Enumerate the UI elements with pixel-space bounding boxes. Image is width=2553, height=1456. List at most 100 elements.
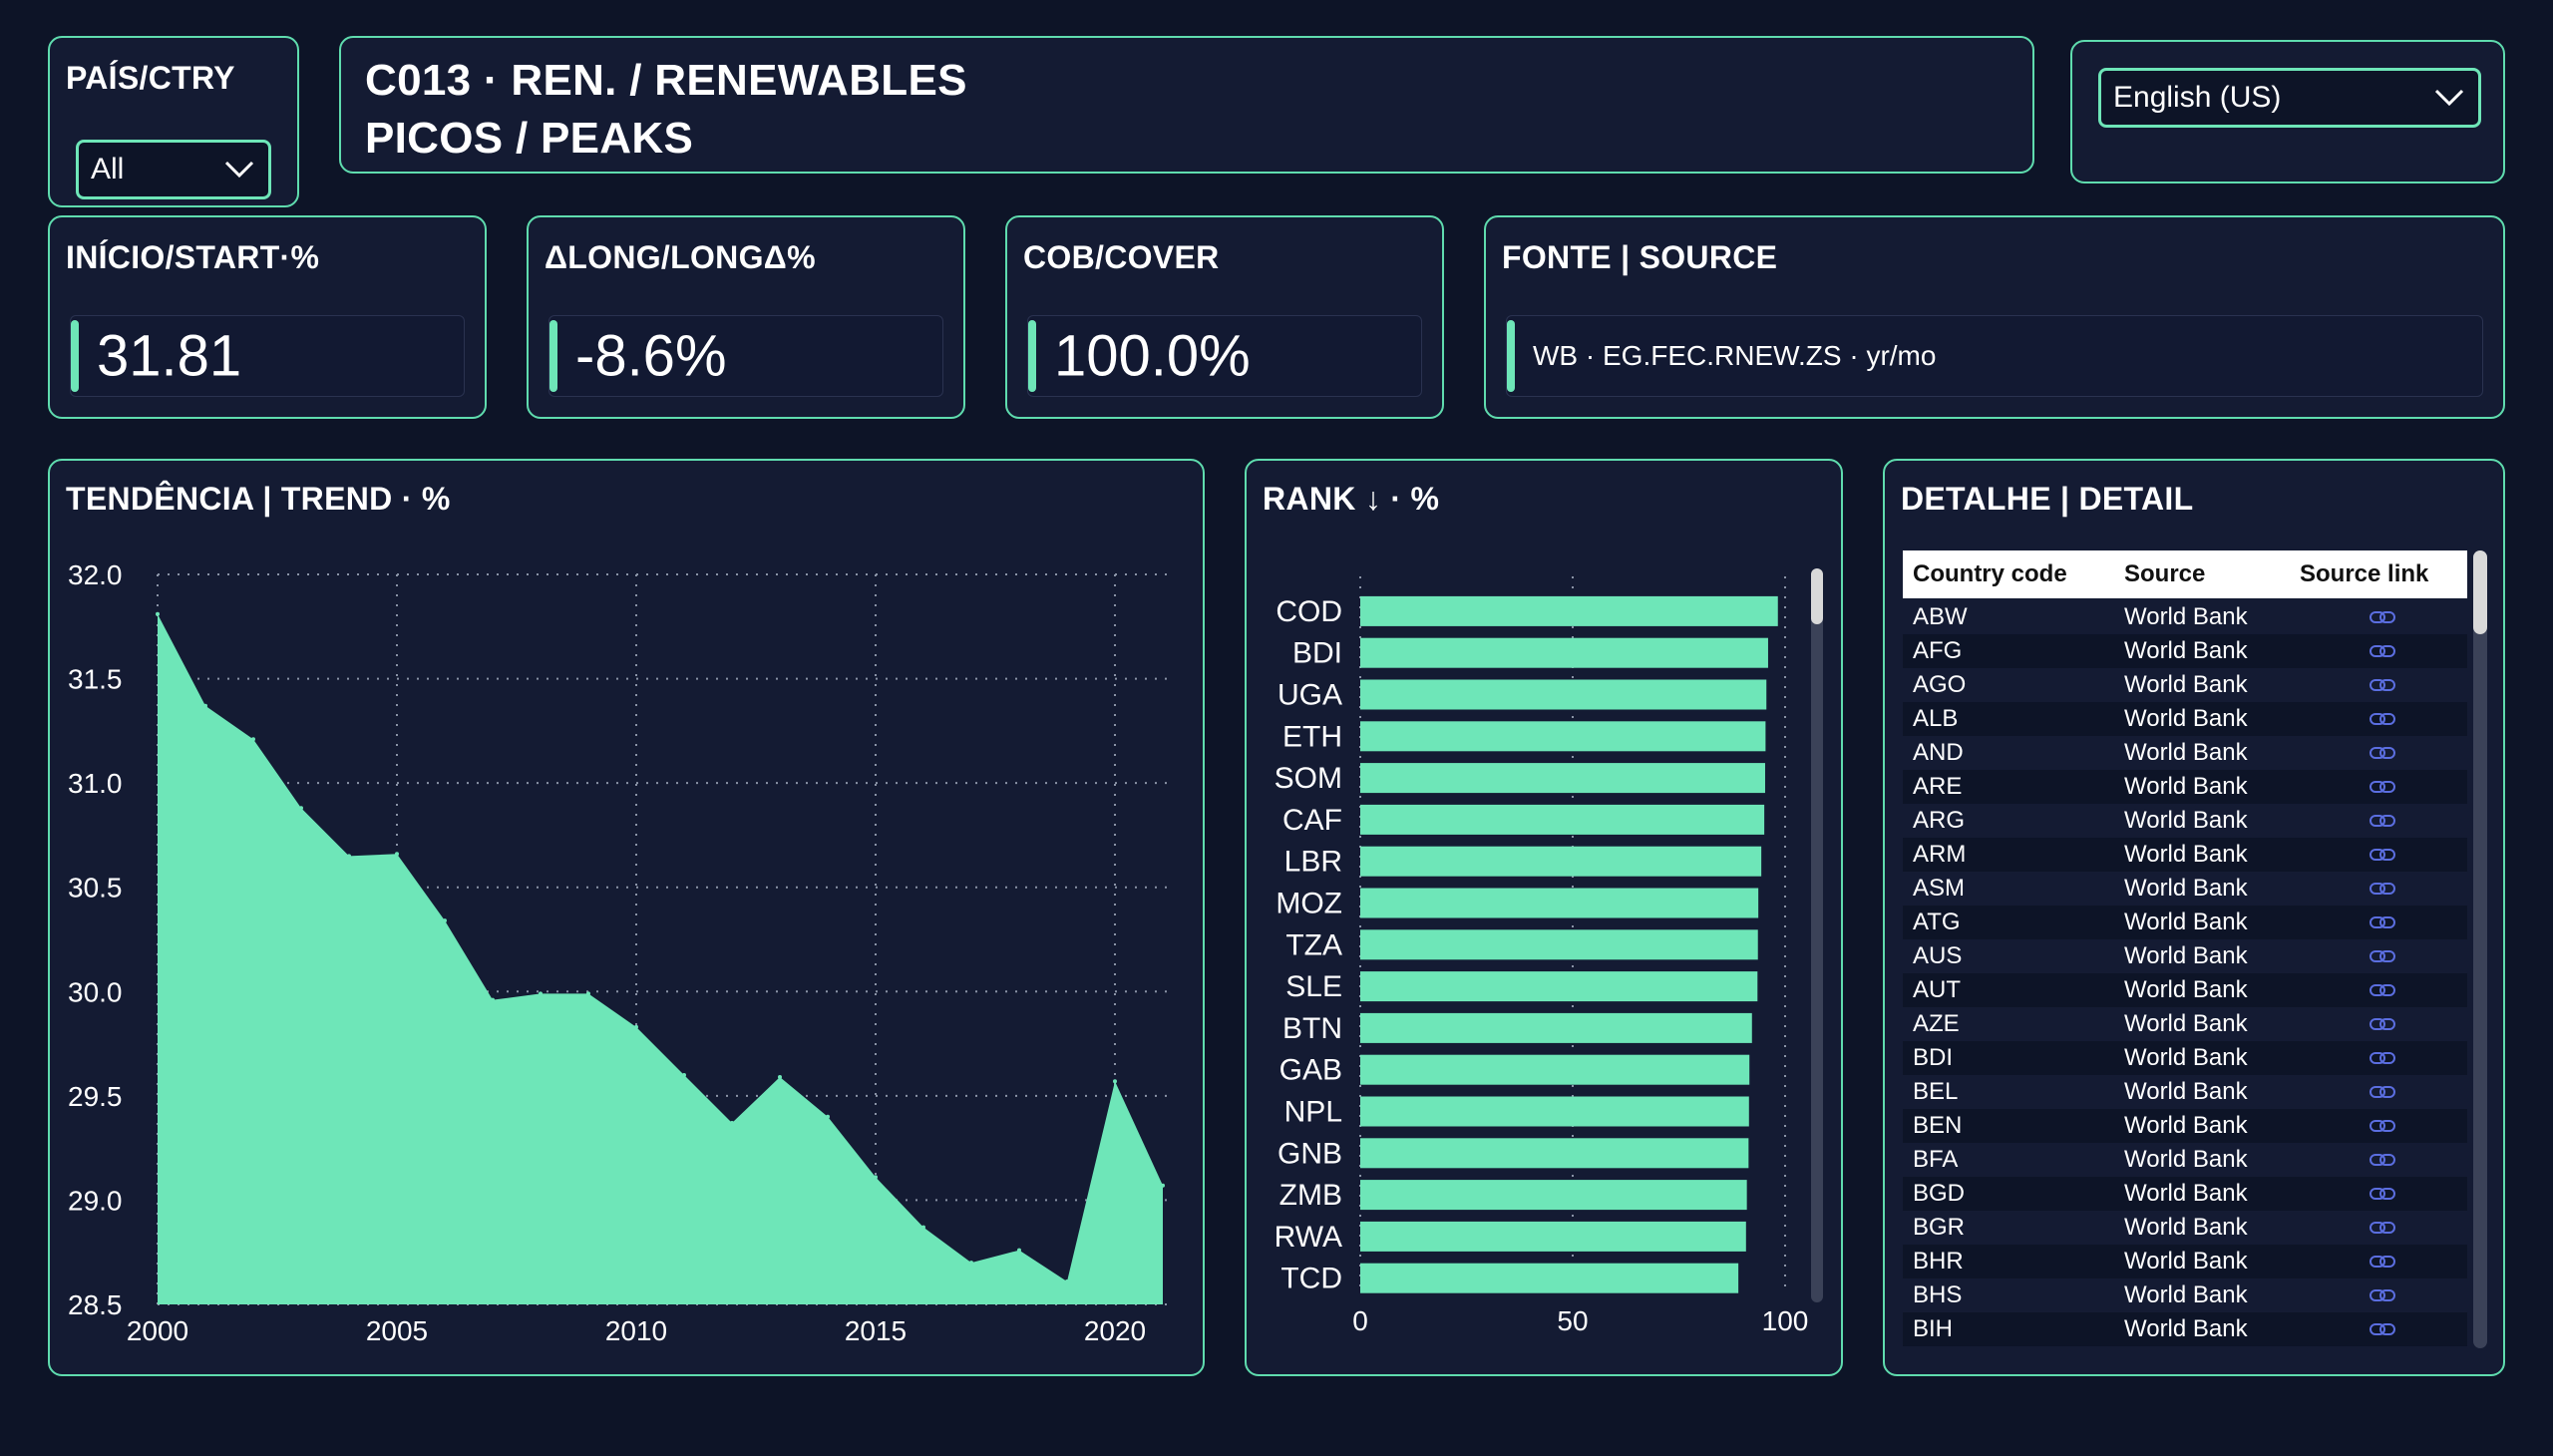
link-icon[interactable] [2370, 780, 2395, 794]
link-icon[interactable] [2370, 1051, 2395, 1065]
detail-table-title: DETALHE | DETAIL [1901, 481, 2194, 517]
rank-bar [1360, 763, 1765, 794]
country-code-cell: BEL [1913, 1078, 1959, 1105]
link-icon[interactable] [2370, 1187, 2395, 1201]
table-row[interactable]: BGD World Bank [1903, 1177, 2467, 1211]
x-tick-label: 100 [1762, 1305, 1809, 1336]
trend-point [347, 854, 351, 859]
country-filter-dropdown[interactable]: All [76, 140, 271, 199]
table-row[interactable]: AZE World Bank [1903, 1007, 2467, 1041]
category-label: GNB [1277, 1137, 1342, 1170]
category-label: TZA [1285, 928, 1342, 961]
y-tick-label: 32.0 [68, 559, 123, 590]
country-code-cell: BFA [1913, 1146, 1959, 1173]
source-cell: World Bank [2124, 637, 2248, 664]
column-header-source-link[interactable]: Source link [2300, 560, 2429, 587]
link-icon[interactable] [2370, 712, 2395, 726]
table-row[interactable]: BDI World Bank [1903, 1041, 2467, 1075]
link-icon[interactable] [2370, 983, 2395, 997]
table-row[interactable]: ASM World Bank [1903, 872, 2467, 906]
y-tick-label: 31.0 [68, 768, 123, 799]
source-box: WB · EG.FEC.RNEW.ZS · yr/mo [1506, 315, 2483, 397]
rank-scrollbar[interactable] [1811, 568, 1823, 1302]
country-code-cell: AND [1913, 739, 1964, 766]
link-icon[interactable] [2370, 644, 2395, 658]
country-filter-card: PAÍS/CTRY All [48, 36, 299, 207]
rank-bar [1360, 1221, 1746, 1252]
source-cell: World Bank [2124, 807, 2248, 834]
column-header-country-code[interactable]: Country code [1913, 560, 2067, 587]
rank-bar [1360, 1054, 1750, 1085]
table-row[interactable]: BEL World Bank [1903, 1075, 2467, 1109]
table-row[interactable]: BEN World Bank [1903, 1109, 2467, 1143]
link-icon[interactable] [2370, 610, 2395, 624]
table-row[interactable]: BIH World Bank [1903, 1312, 2467, 1346]
source-cell: World Bank [2124, 976, 2248, 1003]
table-row[interactable]: BHR World Bank [1903, 1245, 2467, 1278]
trend-point [1113, 1079, 1117, 1084]
table-row[interactable]: AFG World Bank [1903, 634, 2467, 668]
table-row[interactable]: ARG World Bank [1903, 804, 2467, 838]
kpi-start-label: INÍCIO/START·% [66, 239, 320, 275]
link-icon[interactable] [2370, 915, 2395, 929]
link-icon[interactable] [2370, 882, 2395, 896]
language-value: English (US) [2113, 81, 2282, 114]
link-icon[interactable] [2370, 1153, 2395, 1167]
table-row[interactable]: ALB World Bank [1903, 702, 2467, 736]
y-tick-label: 29.5 [68, 1081, 123, 1112]
link-icon[interactable] [2370, 1119, 2395, 1133]
source-cell: World Bank [2124, 1010, 2248, 1037]
table-row[interactable]: BHS World Bank [1903, 1278, 2467, 1312]
country-code-cell: ASM [1913, 875, 1966, 902]
trend-point [156, 611, 160, 616]
kpi-start-card: INÍCIO/START·% 31.81 [48, 215, 487, 419]
table-row[interactable]: ABW World Bank [1903, 600, 2467, 634]
category-label: TCD [1280, 1263, 1342, 1295]
category-label: UGA [1277, 679, 1342, 712]
source-cell: World Bank [2124, 909, 2248, 935]
country-code-cell: ATG [1913, 909, 1961, 935]
source-cell: World Bank [2124, 1044, 2248, 1071]
column-header-source[interactable]: Source [2124, 560, 2206, 587]
table-row[interactable]: BGR World Bank [1903, 1211, 2467, 1245]
table-row[interactable]: AND World Bank [1903, 736, 2467, 770]
link-icon[interactable] [2370, 949, 2395, 963]
country-code-cell: ARM [1913, 841, 1967, 868]
country-code-cell: AUT [1913, 976, 1961, 1003]
accent-bar [1028, 320, 1036, 392]
trend-point [874, 1175, 878, 1180]
link-icon[interactable] [2370, 1255, 2395, 1269]
rank-bar [1360, 1138, 1749, 1169]
table-row[interactable]: ATG World Bank [1903, 906, 2467, 939]
link-icon[interactable] [2370, 814, 2395, 828]
link-icon[interactable] [2370, 848, 2395, 862]
rank-bar [1360, 846, 1762, 877]
link-icon[interactable] [2370, 1322, 2395, 1336]
table-body: ABW World Bank AFG World Bank AGO World Bank A… [1885, 600, 2483, 1354]
table-row[interactable]: ARM World Bank [1903, 838, 2467, 872]
trend-point [443, 918, 447, 923]
table-row[interactable]: AGO World Bank [1903, 668, 2467, 702]
link-icon[interactable] [2370, 1288, 2395, 1302]
table-row[interactable]: AUS World Bank [1903, 939, 2467, 973]
x-tick-label: 2005 [366, 1315, 428, 1346]
table-row[interactable]: BFA World Bank [1903, 1143, 2467, 1177]
rank-scrollbar-thumb[interactable] [1811, 568, 1823, 624]
trend-area [158, 613, 1163, 1304]
table-scrollbar-thumb[interactable] [2473, 550, 2487, 634]
link-icon[interactable] [2370, 678, 2395, 692]
kpi-cover-label: COB/COVER [1023, 239, 1220, 275]
table-row[interactable]: AUT World Bank [1903, 973, 2467, 1007]
link-icon[interactable] [2370, 1221, 2395, 1235]
language-dropdown[interactable]: English (US) [2098, 68, 2481, 128]
trend-point [969, 1261, 973, 1266]
link-icon[interactable] [2370, 1085, 2395, 1099]
rank-bar [1360, 721, 1766, 752]
table-scrollbar[interactable] [2473, 550, 2487, 1348]
x-tick-label: 2000 [127, 1315, 188, 1346]
link-icon[interactable] [2370, 746, 2395, 760]
chevron-down-icon [2434, 89, 2464, 107]
table-row[interactable]: ARE World Bank [1903, 770, 2467, 804]
link-icon[interactable] [2370, 1017, 2395, 1031]
rank-bar [1360, 971, 1758, 1002]
